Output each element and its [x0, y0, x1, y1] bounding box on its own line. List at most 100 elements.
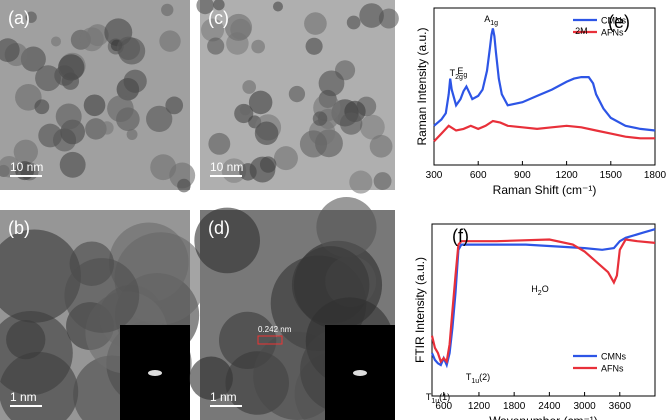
particle [239, 104, 251, 116]
particle [242, 80, 257, 94]
x-tick-label: 1500 [600, 170, 623, 181]
lattice-label: 0.242 nm [258, 325, 292, 334]
particle [207, 37, 225, 55]
particle [0, 38, 20, 63]
panel-label: (b) [8, 218, 30, 238]
annotation-text: A [484, 14, 490, 24]
annotation-text: H [531, 284, 538, 294]
annotation-sub: 1u [431, 398, 439, 405]
particle [359, 114, 385, 140]
particle [346, 15, 361, 30]
x-tick-label: 3600 [609, 401, 632, 412]
annotation-tail: O [542, 284, 549, 294]
annotation: Eg [457, 66, 467, 79]
particle [254, 121, 279, 146]
scale-label: 10 nm [210, 160, 243, 174]
particle [225, 13, 253, 41]
annotation-sub: g [463, 72, 467, 79]
annotation-sub: 2g [455, 74, 463, 81]
particle [316, 197, 377, 258]
saed-center [148, 370, 162, 376]
annotation: T1u(1) [426, 392, 450, 405]
particle [107, 95, 134, 122]
panel-label: (a) [8, 8, 30, 28]
particle [79, 27, 104, 52]
x-tick-label: 1200 [555, 170, 578, 181]
particle [64, 258, 140, 333]
particle [349, 170, 373, 194]
plot-frame [431, 223, 656, 397]
particle [249, 156, 276, 183]
particle [38, 123, 63, 148]
scale-label: 10 nm [10, 160, 43, 174]
particle [305, 37, 323, 55]
annotation-text: 2M [575, 26, 588, 36]
particle [373, 172, 392, 190]
panel-label: (e) [608, 12, 630, 32]
annotation-tail: (2) [479, 372, 490, 382]
x-tick-label: 2400 [538, 401, 561, 412]
annotation-sub: 2 [538, 290, 542, 297]
x-axis-label: Wavenumber (cm⁻¹) [489, 414, 598, 420]
particle [55, 103, 82, 130]
series-line [430, 228, 656, 369]
x-tick-label: 300 [426, 170, 443, 181]
particle [13, 139, 38, 164]
particle [100, 121, 114, 135]
x-tick-label: 600 [435, 401, 452, 412]
particle [51, 36, 62, 47]
particle [126, 129, 138, 140]
particle [318, 70, 345, 97]
particle [159, 30, 181, 52]
particle [359, 3, 384, 28]
annotation: H2O [531, 284, 548, 297]
particle [272, 1, 283, 12]
panel-label: (c) [208, 8, 229, 28]
annotation: A1g [484, 14, 498, 27]
x-tick-label: 1800 [503, 401, 526, 412]
x-tick-label: 900 [514, 170, 531, 181]
legend-label: CMNs [601, 352, 626, 362]
particle [123, 69, 147, 93]
particle [312, 111, 328, 126]
annotation: T2g [450, 68, 463, 81]
particle [201, 18, 225, 42]
annotation-tail: (1) [439, 392, 450, 402]
particle [304, 12, 327, 35]
particle [196, 0, 214, 15]
particle [288, 85, 306, 103]
series-line [433, 119, 655, 143]
particle [213, 0, 225, 11]
x-axis-label: Raman Shift (cm⁻¹) [493, 183, 597, 197]
scale-label: 1 nm [210, 390, 237, 404]
plot-frame [433, 7, 656, 166]
particle [299, 130, 328, 158]
annotation-sub: 1u [471, 378, 479, 385]
particle [0, 155, 20, 178]
series-line [430, 238, 656, 365]
annotation: 2M [575, 26, 588, 36]
y-axis-label: FTIR Intensity (a.u.) [413, 257, 427, 363]
annotation-text: E [457, 66, 463, 76]
particle [0, 229, 81, 323]
particle [85, 118, 107, 140]
lattice-box [257, 335, 283, 345]
particle [208, 132, 231, 155]
annotation-text: T [466, 372, 472, 382]
particle [248, 90, 273, 115]
annotation-sub: 1g [490, 20, 498, 27]
x-tick-label: 1200 [468, 401, 491, 412]
particle [0, 310, 73, 396]
legend-label: CMNs [601, 16, 626, 26]
panel-label: (f) [452, 226, 469, 246]
particle [25, 11, 37, 23]
particle [146, 105, 173, 133]
annotation-text: T [450, 68, 456, 78]
y-axis-label: Raman Intensity (a.u.) [415, 27, 429, 145]
annotation: T1u(2) [466, 372, 490, 385]
series-line [433, 28, 656, 132]
annotation-text: T [426, 392, 432, 402]
particle [273, 146, 298, 171]
particle [165, 96, 184, 115]
